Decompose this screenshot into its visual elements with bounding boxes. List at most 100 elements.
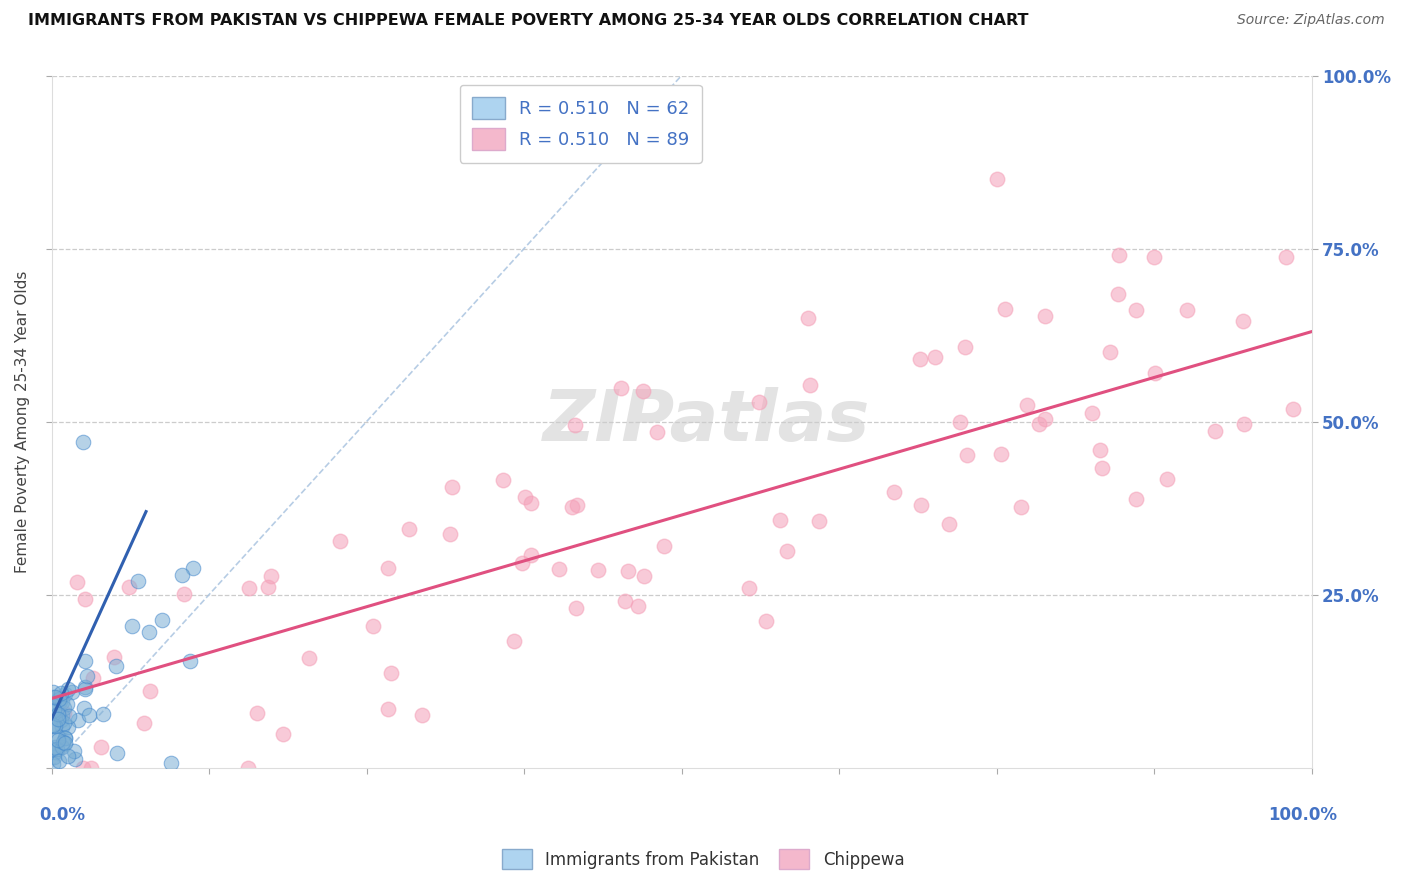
Point	[652, 539, 675, 553]
Point	[617, 565, 640, 579]
Point	[440, 480, 463, 494]
Point	[181, 561, 204, 575]
Point	[1233, 417, 1256, 431]
Point	[586, 563, 609, 577]
Point	[179, 654, 201, 668]
Point	[1107, 287, 1129, 301]
Point	[53, 731, 76, 746]
Point	[42, 703, 65, 717]
Point	[58, 748, 80, 763]
Point	[91, 706, 114, 721]
Point	[127, 574, 149, 588]
Point	[380, 666, 402, 681]
Point	[42, 696, 65, 710]
Point	[807, 514, 830, 528]
Point	[139, 684, 162, 698]
Point	[63, 752, 86, 766]
Point	[55, 687, 77, 701]
Text: ZIPatlas: ZIPatlas	[543, 387, 870, 456]
Point	[105, 746, 128, 760]
Point	[42, 690, 65, 704]
Point	[44, 690, 66, 704]
Point	[548, 562, 571, 576]
Point	[103, 650, 125, 665]
Point	[48, 754, 70, 768]
Point	[955, 340, 977, 354]
Point	[956, 448, 979, 462]
Point	[1010, 500, 1032, 514]
Point	[776, 544, 799, 558]
Point	[1175, 302, 1198, 317]
Point	[755, 614, 778, 628]
Point	[138, 625, 160, 640]
Point	[48, 732, 70, 747]
Point	[58, 708, 80, 723]
Point	[53, 706, 76, 720]
Point	[1108, 248, 1130, 262]
Point	[1204, 424, 1226, 438]
Point	[561, 500, 583, 514]
Point	[627, 599, 650, 613]
Point	[377, 702, 399, 716]
Point	[105, 659, 128, 673]
Point	[152, 613, 174, 627]
Point	[170, 568, 193, 582]
Point	[986, 172, 1008, 186]
Point	[1274, 250, 1296, 264]
Point	[1143, 366, 1166, 380]
Point	[63, 744, 86, 758]
Point	[72, 435, 94, 450]
Point	[1098, 344, 1121, 359]
Point	[1033, 309, 1056, 323]
Point	[633, 384, 655, 399]
Point	[238, 582, 260, 596]
Point	[1028, 417, 1050, 432]
Point	[1125, 491, 1147, 506]
Point	[173, 587, 195, 601]
Point	[564, 417, 586, 432]
Point	[46, 730, 69, 744]
Point	[260, 569, 283, 583]
Point	[1015, 398, 1038, 412]
Point	[51, 695, 73, 709]
Point	[90, 739, 112, 754]
Legend: R = 0.510   N = 62, R = 0.510   N = 89: R = 0.510 N = 62, R = 0.510 N = 89	[460, 85, 702, 163]
Point	[46, 742, 69, 756]
Point	[610, 381, 633, 395]
Point	[49, 713, 72, 727]
Point	[53, 736, 76, 750]
Point	[439, 526, 461, 541]
Point	[994, 301, 1017, 316]
Point	[121, 619, 143, 633]
Point	[73, 591, 96, 606]
Point	[492, 473, 515, 487]
Text: Source: ZipAtlas.com: Source: ZipAtlas.com	[1237, 13, 1385, 28]
Point	[520, 549, 543, 563]
Point	[633, 569, 655, 583]
Point	[1091, 460, 1114, 475]
Point	[77, 708, 100, 723]
Point	[49, 686, 72, 700]
Point	[565, 499, 588, 513]
Point	[55, 731, 77, 746]
Point	[748, 395, 770, 409]
Point	[48, 692, 70, 706]
Point	[56, 681, 79, 696]
Point	[411, 708, 433, 723]
Point	[118, 580, 141, 594]
Point	[738, 581, 761, 595]
Point	[73, 701, 96, 715]
Point	[246, 706, 269, 721]
Point	[42, 704, 65, 718]
Point	[565, 600, 588, 615]
Point	[1033, 412, 1056, 426]
Point	[80, 761, 103, 775]
Point	[53, 716, 76, 731]
Point	[796, 310, 818, 325]
Point	[73, 654, 96, 668]
Point	[46, 712, 69, 726]
Point	[938, 516, 960, 531]
Point	[647, 425, 669, 440]
Point	[82, 671, 104, 685]
Point	[60, 684, 83, 698]
